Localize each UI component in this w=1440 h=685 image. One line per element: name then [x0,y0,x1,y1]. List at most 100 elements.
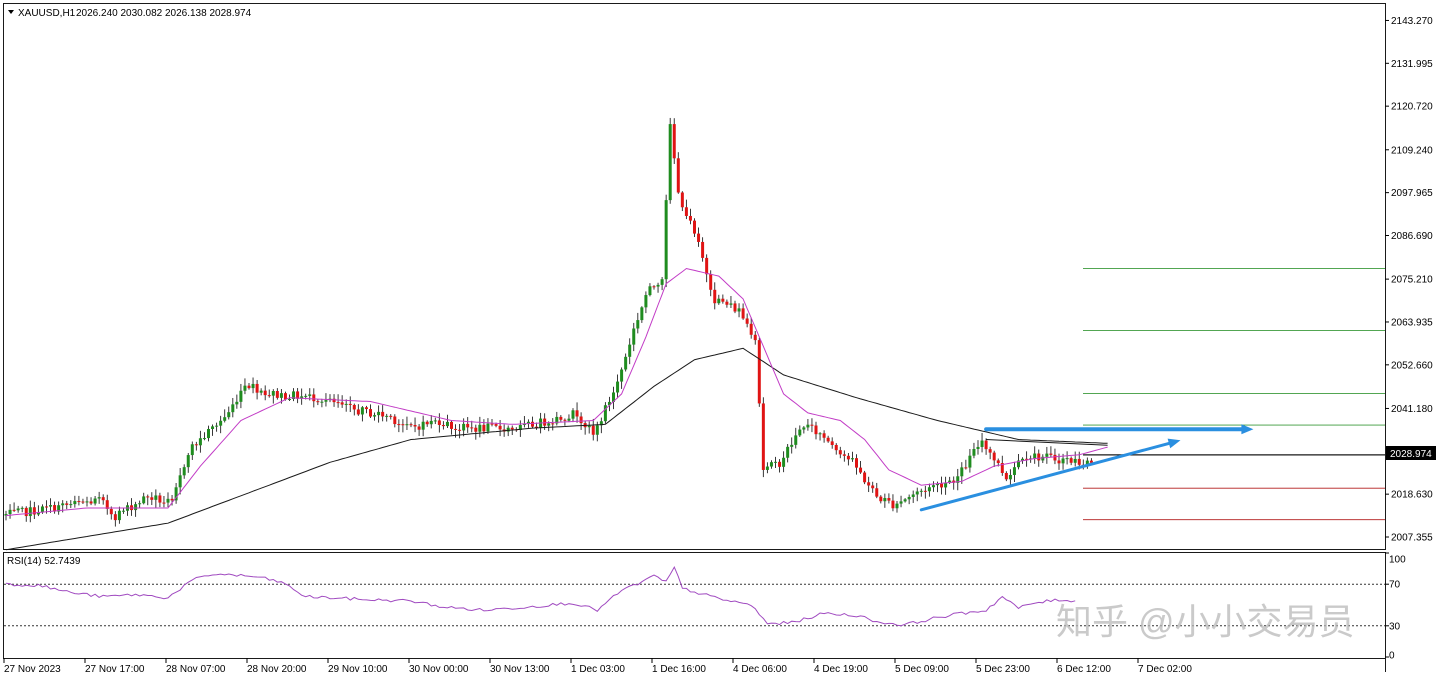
time-tick-label: 1 Dec 03:00 [571,664,625,675]
candle-body [1041,456,1045,461]
candle-body [348,403,352,405]
candle-body [1004,472,1008,480]
candle-body [36,512,40,515]
candle-body [616,381,620,393]
candle-body [57,505,61,512]
fast-ma-line [5,267,1108,517]
candle-body [255,383,259,393]
candle-body [194,444,198,446]
candle-body [506,427,510,432]
price-tick-label: 2018.630 [1391,490,1433,501]
candle-body [243,385,247,391]
candle-body [85,501,89,503]
candle-body [308,394,312,396]
candle-body [405,424,409,426]
candle-body [875,488,879,497]
candle-body [778,461,782,467]
candle-body [688,215,692,221]
candle-body [279,393,283,398]
main-chart-frame [3,3,1386,550]
candle-body [599,421,603,426]
trend-arrow-shaft[interactable] [919,441,1171,512]
candle-body [1065,458,1069,460]
candle-body [223,417,227,421]
candle-body [235,401,239,405]
candle-body [186,455,190,468]
triangle-top-line[interactable] [986,439,1108,446]
candle-body [632,328,636,345]
candle-body [231,404,235,413]
candle-body [980,440,984,447]
price-tick-label: 2063.935 [1391,317,1433,328]
candle-body [89,501,93,504]
time-tick-label: 6 Dec 12:00 [1057,664,1111,675]
candle-body [40,506,44,513]
time-tick-label: 4 Dec 06:00 [733,664,787,675]
candle-body [927,487,931,492]
trend-arrow-head[interactable] [1241,424,1254,435]
candle-body [198,438,202,446]
candle-body [1061,458,1065,464]
candle-body [369,409,372,417]
price-tick-label: 2109.240 [1391,145,1433,156]
candle-body [409,424,413,426]
candle-body [713,289,717,304]
time-axis: 27 Nov 2023 27 Nov 17:00 28 Nov 07:00 28 No… [3,658,1192,675]
price-tick-label: 2086.690 [1391,231,1433,242]
candle-body [887,498,891,501]
candle-body [915,491,919,495]
candle-body [737,308,741,312]
candle-body [364,407,368,410]
candle-body [97,497,101,499]
candle-body [798,429,802,436]
candle-body [1053,454,1057,461]
candle-body [393,416,397,425]
candle-body [595,425,599,435]
candle-body [433,420,437,422]
candle-body [113,514,117,521]
candle-body [401,424,405,426]
candle-body [292,391,296,399]
candle-body [919,490,923,492]
candle-body [413,424,417,427]
candle-body [101,497,105,501]
candle-body [883,498,887,502]
time-tick-label: 30 Nov 00:00 [409,664,469,675]
candle-body [648,286,652,296]
trend-arrow-head[interactable] [1167,438,1181,449]
price-tick-label: 2007.355 [1391,533,1433,544]
candle-body [644,295,648,308]
candle-body [664,200,668,280]
candle-body [178,475,182,488]
candle-body [486,423,490,432]
candle-body [498,425,502,430]
candle-body [988,449,992,453]
candle-body [312,394,316,402]
candle-body [65,503,69,505]
candle-body [247,385,251,389]
candle-body [705,257,709,275]
candle-body [891,500,895,509]
candle-body [81,501,85,503]
collapse-triangle-icon[interactable] [8,10,14,14]
candle-body [518,425,522,430]
candle-body [134,504,138,511]
candle-body [454,428,458,430]
candle-body [535,426,539,428]
candle-body [1000,463,1004,473]
candle-body [1045,453,1049,457]
time-tick-label: 5 Dec 09:00 [895,664,949,675]
candle-body [1077,458,1081,465]
candle-body [911,494,915,497]
symbol-label: XAUUSD,H1 [18,8,76,19]
candle-body [300,396,304,399]
candle-body [417,426,421,430]
candle-body [352,404,356,410]
candle-body [745,318,749,324]
candle-body [53,505,57,512]
price-tick-label: 2075.210 [1391,275,1433,286]
time-tick-label: 1 Dec 16:00 [652,664,706,675]
candle-body [636,320,640,329]
candle-body [810,424,814,426]
